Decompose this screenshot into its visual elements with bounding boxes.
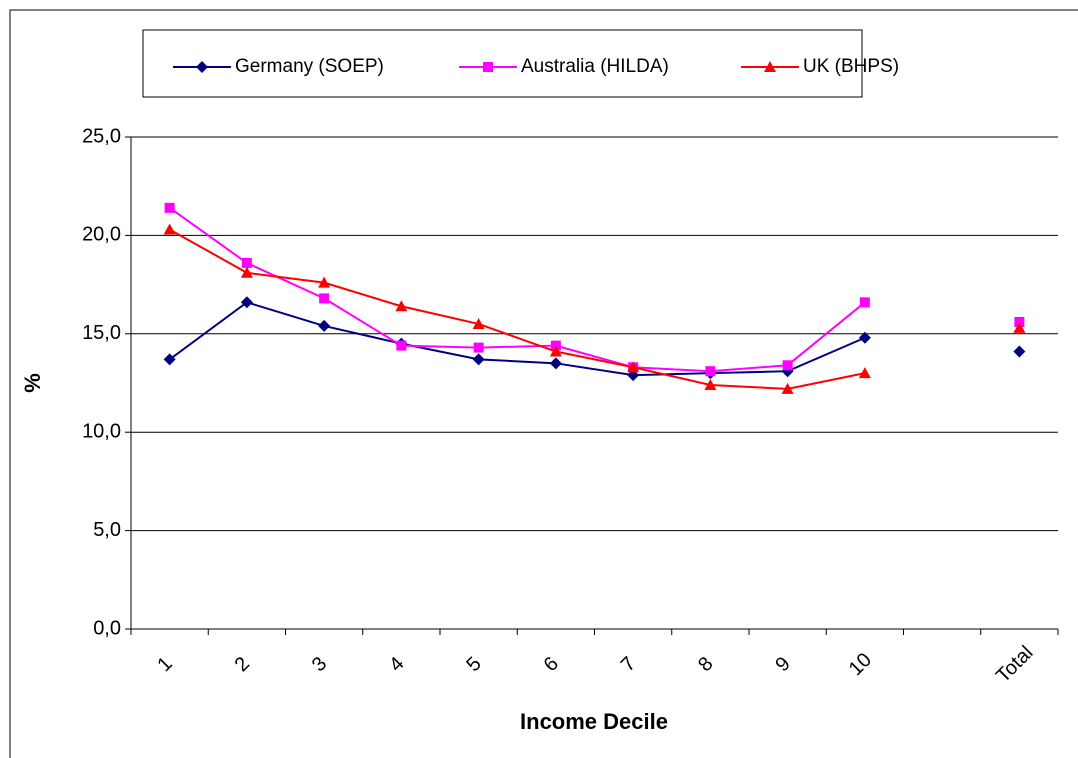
- y-tick-label: 20,0: [82, 224, 121, 246]
- marker: [859, 297, 870, 308]
- y-axis-title: %: [20, 373, 45, 393]
- marker: [240, 266, 253, 278]
- marker: [1013, 345, 1026, 358]
- marker: [705, 366, 716, 377]
- marker: [472, 353, 485, 366]
- marker: [473, 342, 484, 353]
- x-axis-title: Income Decile: [520, 709, 668, 734]
- chart-border: [9, 9, 1078, 758]
- marker: [858, 367, 871, 379]
- legend-marker: [764, 61, 776, 72]
- marker: [627, 361, 640, 373]
- marker: [318, 276, 331, 288]
- legend-marker: [196, 61, 208, 73]
- legend-label: UK (BHPS): [803, 56, 899, 77]
- marker: [858, 331, 871, 344]
- y-tick-label: 15,0: [82, 322, 121, 344]
- marker: [163, 353, 176, 366]
- series-line: [169, 228, 866, 390]
- marker: [241, 257, 252, 268]
- marker: [163, 223, 176, 235]
- marker: [240, 296, 253, 309]
- y-tick-label: 0,0: [93, 617, 121, 639]
- legend-label: Australia (HILDA): [521, 56, 669, 77]
- marker: [549, 357, 562, 370]
- marker: [1013, 321, 1026, 333]
- legend-box: [142, 29, 863, 98]
- marker: [549, 345, 562, 357]
- marker: [704, 378, 717, 390]
- legend-marker: [483, 62, 493, 72]
- legend-label: Germany (SOEP): [235, 56, 384, 77]
- marker: [318, 319, 331, 332]
- series-line: [169, 207, 866, 373]
- y-tick-label: 25,0: [82, 125, 121, 147]
- marker: [396, 340, 407, 351]
- series-line: [169, 301, 866, 377]
- marker: [781, 382, 794, 394]
- y-tick-label: 5,0: [93, 519, 121, 541]
- y-tick-label: 10,0: [82, 420, 121, 442]
- marker: [395, 300, 408, 312]
- marker: [164, 202, 175, 213]
- marker: [472, 317, 485, 329]
- marker: [319, 293, 330, 304]
- marker: [782, 360, 793, 371]
